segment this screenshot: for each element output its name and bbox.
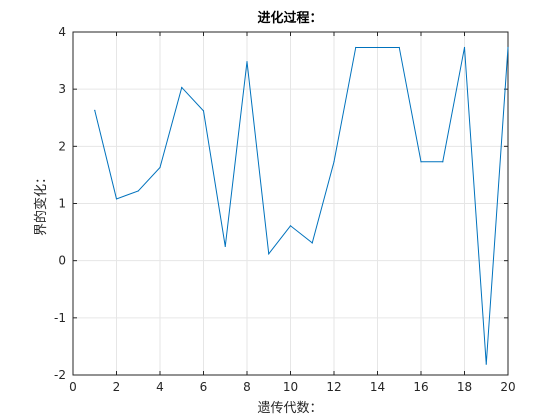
x-tick-label: 12 — [326, 380, 341, 394]
x-tick-label: 16 — [413, 380, 428, 394]
data-point — [246, 61, 248, 63]
y-tick-label: 4 — [58, 25, 66, 39]
data-point — [442, 161, 444, 163]
series-line — [94, 46, 509, 365]
data-point — [355, 46, 357, 49]
y-tick-label: 0 — [58, 254, 66, 268]
data-point — [137, 190, 139, 192]
data-point — [94, 109, 96, 111]
y-tick-label: -2 — [54, 368, 66, 382]
data-point — [376, 46, 379, 49]
x-tick-label: 4 — [156, 380, 164, 394]
chart-title: 进化过程： — [257, 10, 322, 26]
x-tick-label: 0 — [69, 380, 77, 394]
data-point — [398, 46, 400, 49]
data-point — [485, 363, 487, 365]
x-tick-label: 20 — [500, 380, 515, 394]
y-tick-label: 3 — [58, 82, 66, 96]
data-point — [311, 242, 313, 244]
data-point — [181, 86, 183, 89]
data-point — [420, 161, 422, 163]
x-tick-label: 2 — [113, 380, 121, 394]
x-axis-title: 遗传代数： — [257, 401, 322, 416]
y-tick-label: 1 — [58, 197, 66, 211]
x-tick-label: 18 — [457, 380, 472, 394]
x-tick-label: 6 — [200, 380, 208, 394]
y-axis-title: 界的变化： — [33, 171, 49, 236]
data-point — [463, 46, 466, 49]
data-point — [159, 166, 161, 169]
y-tick-label: -1 — [54, 311, 66, 325]
x-tick-label: 10 — [283, 380, 298, 394]
series-layer — [94, 46, 509, 365]
data-point — [507, 46, 509, 49]
data-point — [202, 110, 205, 112]
x-tick-label: 14 — [370, 380, 385, 394]
data-point — [333, 161, 335, 163]
data-point — [289, 225, 292, 227]
x-tick-label: 8 — [243, 380, 251, 394]
data-point — [115, 198, 118, 200]
data-point — [224, 245, 226, 247]
y-tick-label: 2 — [58, 139, 66, 153]
data-point — [268, 253, 270, 255]
grid-lines — [72, 31, 509, 376]
